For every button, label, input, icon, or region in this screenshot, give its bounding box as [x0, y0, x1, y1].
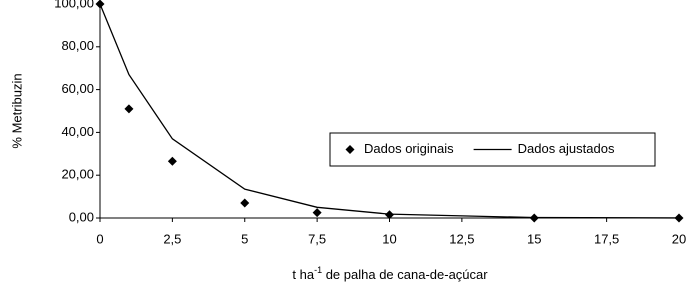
data-point [167, 156, 177, 166]
x-tick-label: 15 [527, 231, 541, 246]
x-tick-label: 0 [96, 231, 103, 246]
x-tick-label: 7,5 [308, 231, 326, 246]
data-point [124, 104, 134, 114]
x-label-sup: -1 [314, 265, 322, 275]
x-label-text: t ha [292, 267, 314, 282]
x-tick-label: 17,5 [594, 231, 619, 246]
x-tick-label: 5 [241, 231, 248, 246]
data-point [312, 208, 322, 218]
x-tick-label: 10 [382, 231, 396, 246]
legend-label: Dados ajustados [518, 141, 615, 156]
y-tick-label: 60,00 [61, 81, 94, 96]
y-tick-label: 40,00 [61, 124, 94, 139]
y-tick-label: 0,00 [69, 209, 94, 224]
y-tick-label: 20,00 [61, 167, 94, 182]
legend-symbol [345, 145, 355, 154]
data-point [674, 213, 684, 223]
y-axis-label: % Metribuzin [9, 73, 24, 148]
x-tick-label: 2,5 [163, 231, 181, 246]
x-tick-label: 20 [672, 231, 686, 246]
y-tick-label: 100,00 [54, 0, 94, 10]
x-tick-label: 12,5 [449, 231, 474, 246]
data-point [240, 198, 250, 208]
fitted-line [99, 3, 680, 219]
legend-label: Dados originais [364, 141, 454, 156]
y-tick-label: 80,00 [61, 38, 94, 53]
x-axis-label: t ha-1 de palha de cana-de-açúcar [292, 265, 488, 282]
x-label-rest: de palha de cana-de-açúcar [322, 267, 488, 282]
